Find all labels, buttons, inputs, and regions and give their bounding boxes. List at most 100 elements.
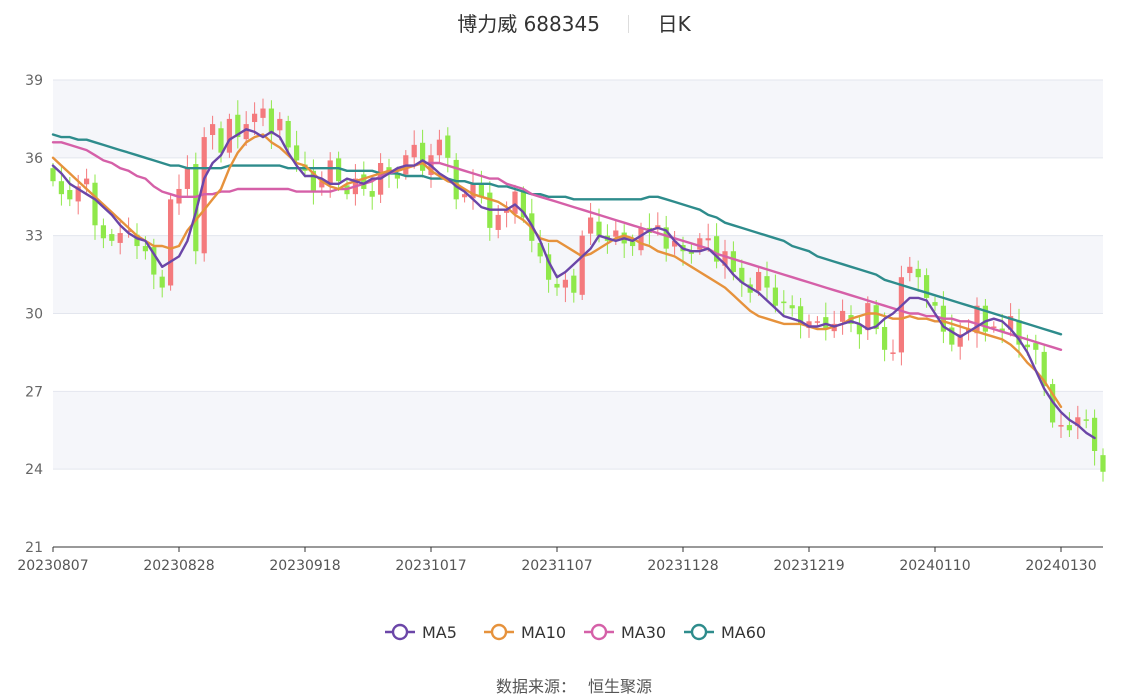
candle-body xyxy=(293,145,300,161)
candle-body xyxy=(335,158,342,182)
source-label: 数据来源： xyxy=(495,677,576,696)
candle-up xyxy=(277,112,283,141)
candle-body xyxy=(470,183,476,199)
candle-body xyxy=(839,310,846,322)
header-divider xyxy=(628,15,630,33)
candle-down xyxy=(134,223,140,260)
candle-body xyxy=(671,240,678,247)
candle-body xyxy=(50,168,56,182)
legend-label: MA10 xyxy=(521,623,566,642)
chart-header: 博力威 688345 日K xyxy=(0,8,1148,37)
candle-body xyxy=(478,183,485,197)
candle-down xyxy=(545,242,552,293)
y-tick-label: 24 xyxy=(25,462,43,478)
grid-band xyxy=(53,235,1103,314)
candle-up xyxy=(671,230,678,255)
candle-body xyxy=(739,267,745,283)
candle-down xyxy=(856,315,863,349)
grid-band xyxy=(53,80,1103,158)
candle-up xyxy=(755,266,762,296)
legend-marker-icon xyxy=(391,623,409,641)
candle-down xyxy=(285,115,291,153)
legend-marker-icon xyxy=(590,623,608,641)
candle-body xyxy=(814,321,821,323)
candle-body xyxy=(957,334,963,347)
candle-down xyxy=(932,296,938,311)
candle-down xyxy=(1083,409,1089,429)
candle-body xyxy=(982,305,989,332)
x-tick-label: 20230807 xyxy=(17,558,88,574)
candle-down xyxy=(789,295,795,317)
candle-body xyxy=(419,142,426,171)
candle-down xyxy=(1066,412,1073,437)
line-ma30 xyxy=(51,141,1063,351)
candle-body xyxy=(436,139,443,156)
candle-body xyxy=(697,238,703,250)
candle-body xyxy=(613,230,619,237)
candle-body xyxy=(109,234,115,241)
candle-down xyxy=(100,218,107,249)
legend-label: MA60 xyxy=(721,623,766,642)
candle-up xyxy=(587,202,594,246)
legend-item-ma30: MA30 xyxy=(584,623,666,642)
candle-body xyxy=(1066,425,1073,431)
candle-body xyxy=(806,321,812,329)
candle-body xyxy=(907,266,913,274)
candle-body xyxy=(369,191,375,197)
candle-body xyxy=(856,323,863,335)
candle-body xyxy=(75,186,81,202)
candle-body xyxy=(394,173,401,179)
grid-band xyxy=(53,391,1103,470)
candle-body xyxy=(92,182,98,226)
x-tick-label: 20231017 xyxy=(395,558,466,574)
candle-body xyxy=(319,181,325,188)
stock-code: 688345 xyxy=(523,12,600,36)
candle-down xyxy=(881,312,888,362)
legend-label: MA5 xyxy=(422,623,457,642)
candle-body xyxy=(579,235,585,295)
line-ma60 xyxy=(51,133,1063,336)
candle-body xyxy=(117,233,123,243)
candle-down xyxy=(1016,308,1022,358)
y-tick-label: 33 xyxy=(25,229,43,245)
candle-up xyxy=(260,98,266,127)
candle-body xyxy=(898,277,905,353)
candle-up xyxy=(814,316,821,327)
candle-down xyxy=(537,229,543,264)
legend-item-ma60: MA60 xyxy=(684,623,766,642)
candle-body xyxy=(554,283,560,288)
candle-body xyxy=(923,275,930,298)
candle-body xyxy=(722,251,728,266)
candle-up xyxy=(470,169,476,210)
candle-body xyxy=(571,275,577,293)
period-label: 日K xyxy=(657,12,691,36)
candle-down xyxy=(764,261,770,299)
candle-body xyxy=(1033,343,1039,350)
candle-up xyxy=(209,115,216,150)
y-tick-label: 27 xyxy=(25,384,43,400)
candle-body xyxy=(705,238,711,241)
line-ma10 xyxy=(51,133,1063,409)
candle-body xyxy=(461,194,468,198)
candle-body xyxy=(755,271,762,291)
candle-body xyxy=(251,113,258,123)
y-tick-label: 21 xyxy=(25,540,43,556)
source-name: 恒生聚源 xyxy=(588,677,653,696)
candle-body xyxy=(797,306,804,324)
candle-down xyxy=(688,244,695,264)
candle-down xyxy=(797,297,804,339)
x-tick-label: 20240110 xyxy=(899,558,970,574)
candle-down xyxy=(739,259,745,297)
candle-body xyxy=(310,170,317,192)
candle-up xyxy=(957,322,963,360)
candle-body xyxy=(277,118,283,131)
candle-body xyxy=(638,227,644,251)
candle-up xyxy=(705,223,711,252)
candle-up xyxy=(991,321,997,333)
candle-down xyxy=(67,177,73,207)
y-tick-label: 36 xyxy=(25,151,43,167)
x-tick-label: 20231128 xyxy=(647,558,718,574)
candle-down xyxy=(1033,334,1039,365)
candlestick-chart: 21 24 27 30 33 36 39 20230807 20230828 20230918 20… xyxy=(17,73,1106,642)
candle-up xyxy=(1075,405,1081,440)
